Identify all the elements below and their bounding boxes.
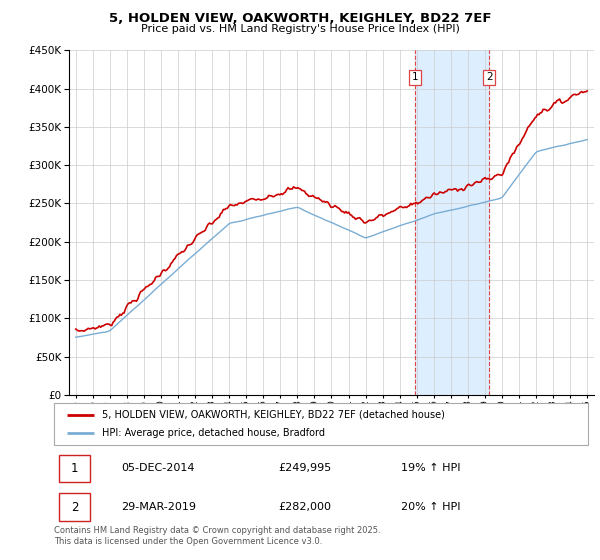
Text: 5, HOLDEN VIEW, OAKWORTH, KEIGHLEY, BD22 7EF (detached house): 5, HOLDEN VIEW, OAKWORTH, KEIGHLEY, BD22… [102,410,445,420]
FancyBboxPatch shape [59,455,91,482]
FancyBboxPatch shape [59,493,91,521]
Text: 1: 1 [412,72,419,82]
Text: 5, HOLDEN VIEW, OAKWORTH, KEIGHLEY, BD22 7EF: 5, HOLDEN VIEW, OAKWORTH, KEIGHLEY, BD22… [109,12,491,25]
Text: HPI: Average price, detached house, Bradford: HPI: Average price, detached house, Brad… [102,428,325,438]
Text: 19% ↑ HPI: 19% ↑ HPI [401,464,461,473]
Text: 2: 2 [71,501,79,514]
Text: 20% ↑ HPI: 20% ↑ HPI [401,502,461,512]
Text: Price paid vs. HM Land Registry's House Price Index (HPI): Price paid vs. HM Land Registry's House … [140,24,460,34]
Text: £249,995: £249,995 [278,464,332,473]
Text: £282,000: £282,000 [278,502,331,512]
Text: Contains HM Land Registry data © Crown copyright and database right 2025.
This d: Contains HM Land Registry data © Crown c… [54,526,380,546]
Text: 05-DEC-2014: 05-DEC-2014 [121,464,194,473]
Text: 29-MAR-2019: 29-MAR-2019 [121,502,196,512]
Text: 2: 2 [486,72,493,82]
FancyBboxPatch shape [54,403,588,445]
Text: 1: 1 [71,462,79,475]
Bar [415,50,489,395]
